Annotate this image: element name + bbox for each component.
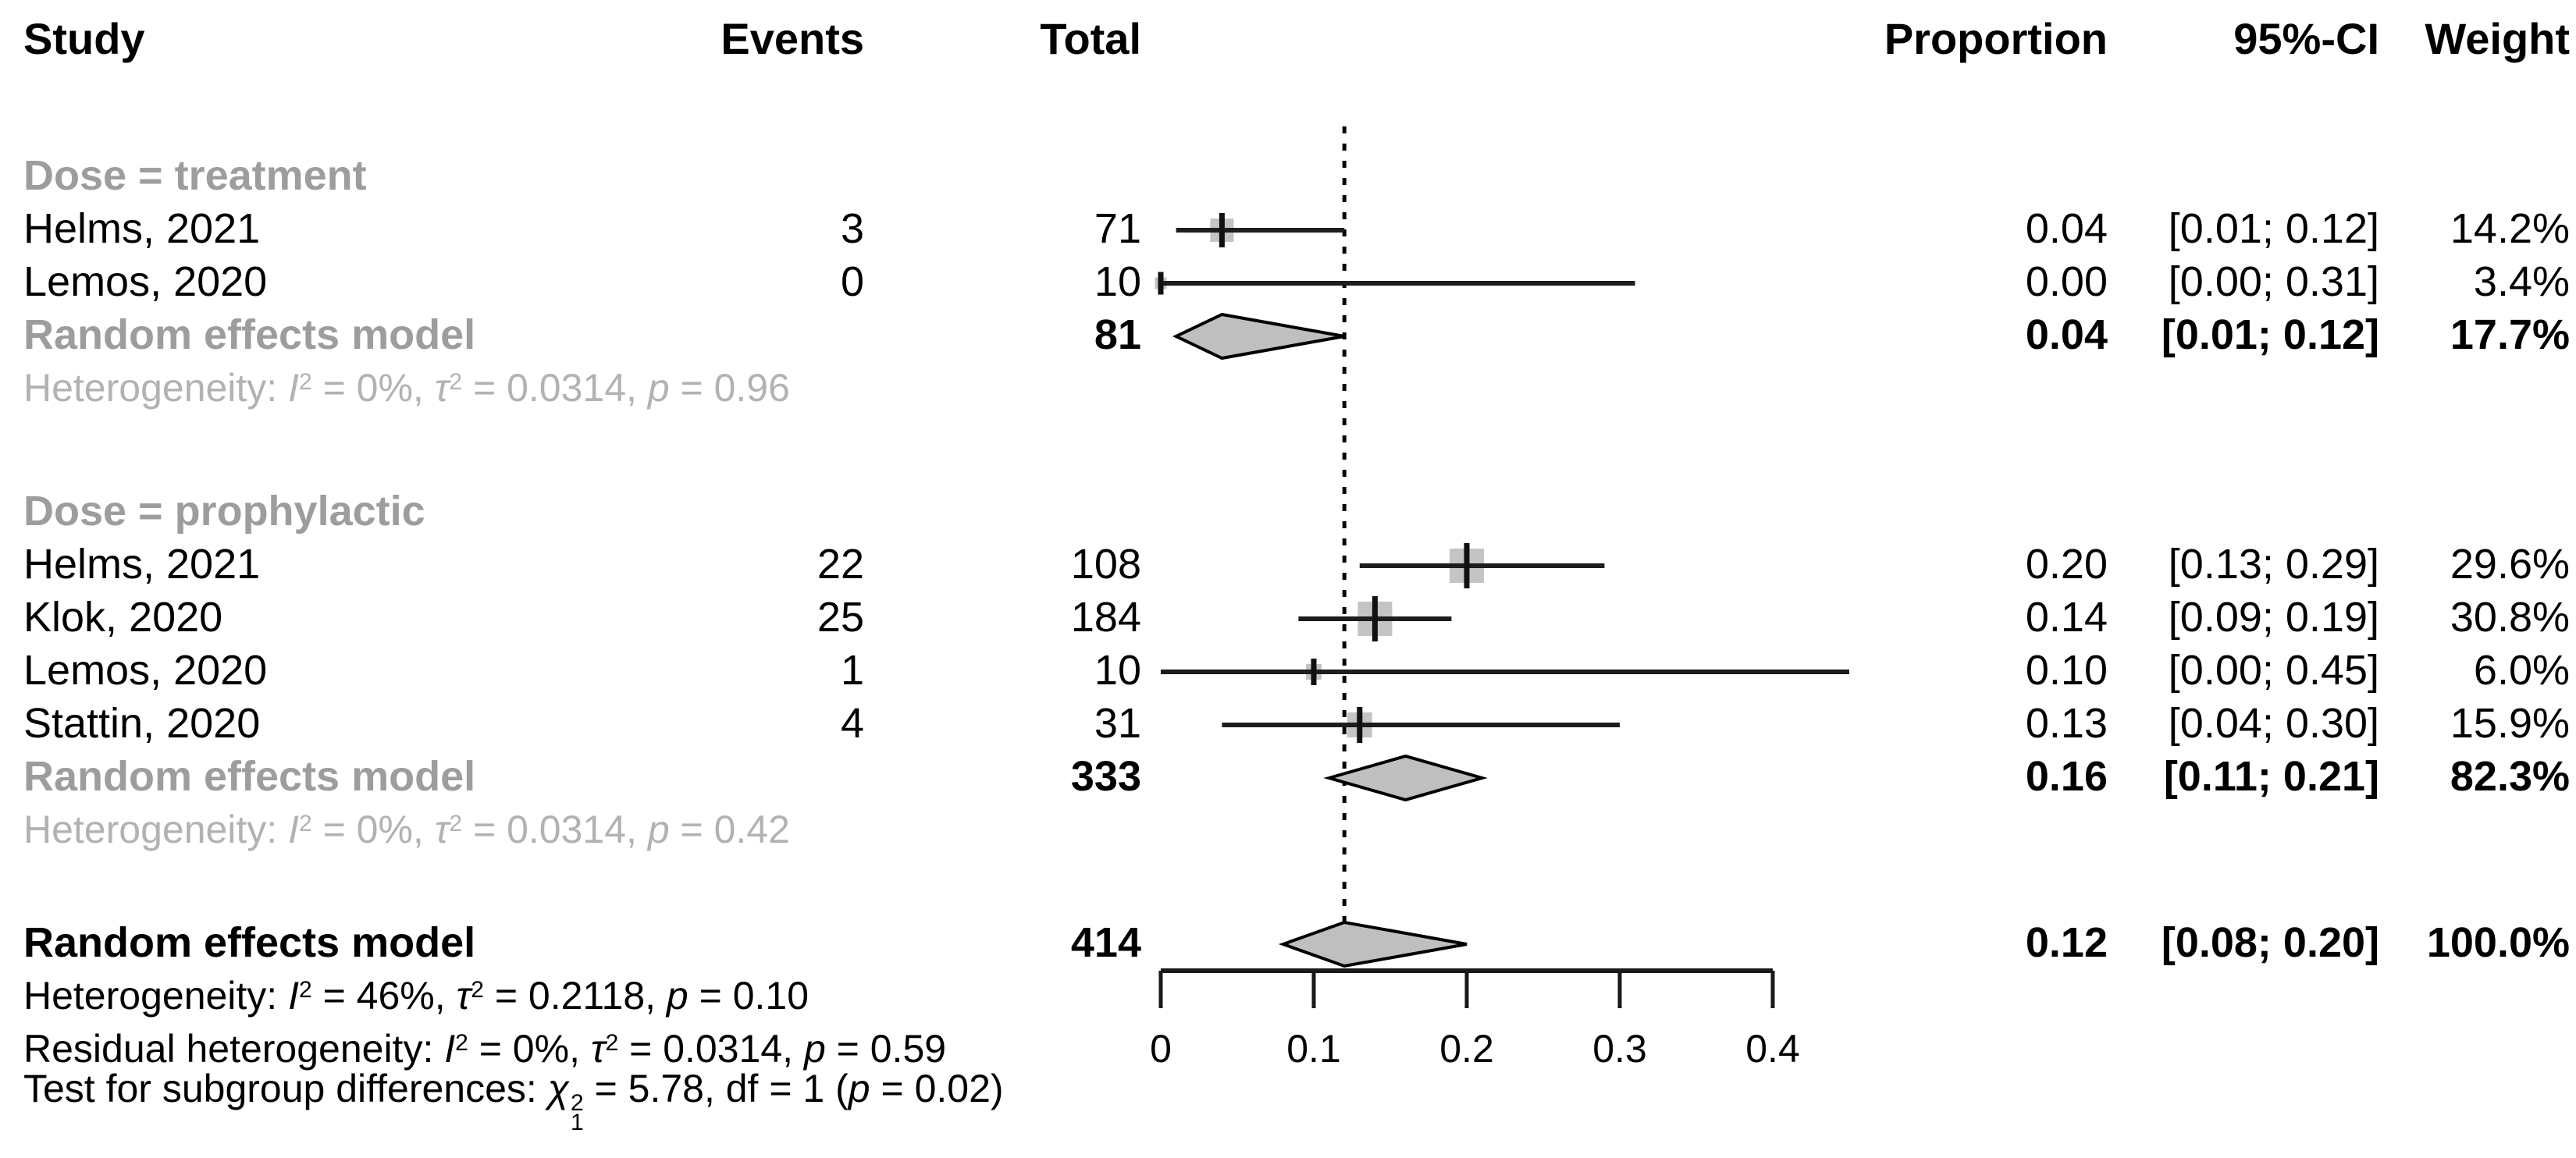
study-total: 10 xyxy=(1094,258,1141,305)
study-ci: [0.13; 0.29] xyxy=(2168,540,2379,588)
study-name: Klok, 2020 xyxy=(23,593,223,641)
column-header-study: Study xyxy=(23,13,145,63)
study-weight: 14.2% xyxy=(2450,204,2570,252)
study-name: Stattin, 2020 xyxy=(23,699,261,747)
axis-tick-label: 0.1 xyxy=(1286,1027,1341,1071)
axis-tick-label: 0.2 xyxy=(1439,1027,1494,1071)
heterogeneity-note: Heterogeneity: I2 = 0%, τ2 = 0.0314, p =… xyxy=(23,808,790,851)
pooled-diamond xyxy=(1323,754,1488,802)
column-header-ci: 95%-CI xyxy=(2233,13,2379,63)
study-weight: 3.4% xyxy=(2473,258,2570,305)
pooled-row-label: Random effects model xyxy=(23,752,476,800)
column-header-proportion: Proportion xyxy=(1884,13,2108,63)
study-proportion: 0.04 xyxy=(2025,204,2108,252)
pooled-row-label: Random effects model xyxy=(23,311,476,358)
study-events: 4 xyxy=(840,699,864,747)
pooled-weight: 82.3% xyxy=(2450,752,2570,800)
study-weight: 30.8% xyxy=(2450,593,2570,641)
axis-tick-label: 0.3 xyxy=(1592,1027,1647,1071)
overall-ci: [0.08; 0.20] xyxy=(2161,918,2379,966)
pooled-proportion: 0.04 xyxy=(2025,311,2108,358)
subgroup-label: Dose = treatment xyxy=(23,151,367,199)
study-proportion: 0.13 xyxy=(2025,699,2108,747)
study-name: Lemos, 2020 xyxy=(23,646,268,694)
study-total: 10 xyxy=(1094,646,1141,694)
footnote: Residual heterogeneity: I2 = 0%, τ2 = 0.… xyxy=(23,1027,947,1071)
subgroup-label: Dose = prophylactic xyxy=(23,487,425,535)
pooled-ci: [0.01; 0.12] xyxy=(2161,311,2379,358)
study-events: 0 xyxy=(840,258,864,305)
pooled-diamond xyxy=(1172,312,1345,361)
overall-weight: 100.0% xyxy=(2426,918,2570,966)
study-weight: 29.6% xyxy=(2450,540,2570,588)
study-events: 3 xyxy=(840,204,864,252)
study-proportion: 0.20 xyxy=(2025,540,2108,588)
study-events: 22 xyxy=(817,540,864,588)
study-proportion: 0.00 xyxy=(2025,258,2108,305)
study-name: Helms, 2021 xyxy=(23,540,261,588)
overall-label: Random effects model xyxy=(23,918,476,966)
pooled-weight: 17.7% xyxy=(2450,311,2570,358)
column-header-total: Total xyxy=(1040,13,1141,63)
footnote: Heterogeneity: I2 = 46%, τ2 = 0.2118, p … xyxy=(23,974,809,1018)
study-total: 71 xyxy=(1094,204,1141,252)
heterogeneity-note: Heterogeneity: I2 = 0%, τ2 = 0.0314, p =… xyxy=(23,366,790,410)
study-events: 25 xyxy=(817,593,864,641)
study-weight: 6.0% xyxy=(2473,646,2570,694)
pooled-proportion: 0.16 xyxy=(2025,752,2108,800)
study-events: 1 xyxy=(840,646,864,694)
pooled-ci: [0.11; 0.21] xyxy=(2163,752,2379,800)
study-ci: [0.09; 0.19] xyxy=(2168,593,2379,641)
study-ci: [0.00; 0.31] xyxy=(2168,258,2379,305)
study-ci: [0.04; 0.30] xyxy=(2168,699,2379,747)
pooled-diamond xyxy=(1278,920,1468,968)
study-name: Helms, 2021 xyxy=(23,204,261,252)
pooled-total: 333 xyxy=(1070,752,1141,800)
overall-proportion: 0.12 xyxy=(2025,918,2108,966)
pooled-total: 81 xyxy=(1094,311,1141,358)
column-header-weight: Weight xyxy=(2425,13,2570,63)
study-name: Lemos, 2020 xyxy=(23,258,268,305)
study-ci: [0.01; 0.12] xyxy=(2168,204,2379,252)
axis-tick-label: 0.4 xyxy=(1745,1027,1800,1071)
axis-tick-label: 0 xyxy=(1150,1027,1172,1071)
overall-total: 414 xyxy=(1070,918,1141,966)
study-total: 31 xyxy=(1094,699,1141,747)
study-proportion: 0.14 xyxy=(2025,593,2108,641)
study-total: 108 xyxy=(1070,540,1141,588)
study-weight: 15.9% xyxy=(2450,699,2570,747)
study-ci: [0.00; 0.45] xyxy=(2168,646,2379,694)
study-proportion: 0.10 xyxy=(2025,646,2108,694)
study-total: 184 xyxy=(1070,593,1141,641)
column-header-events: Events xyxy=(720,13,864,63)
